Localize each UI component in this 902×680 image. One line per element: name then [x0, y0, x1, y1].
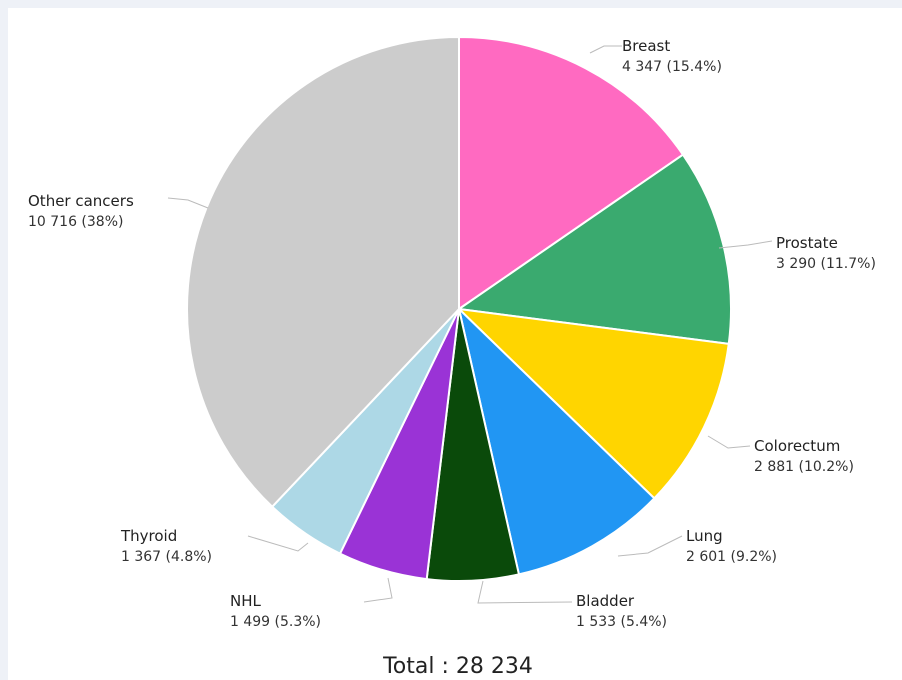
slice-value-thyroid: 1 367 (4.8%) — [121, 549, 212, 565]
slice-label-nhl: NHL — [230, 592, 262, 610]
leader-line-breast — [589, 45, 622, 54]
slice-label-lung: Lung — [686, 527, 723, 545]
leader-line-lung — [617, 535, 683, 557]
leader-line-thyroid — [247, 535, 309, 552]
leader-line-prostate — [718, 240, 773, 249]
slice-value-lung: 2 601 (9.2%) — [686, 549, 777, 565]
pie-slice-prostate — [456, 153, 732, 346]
slice-label-breast: Breast — [622, 37, 670, 55]
slice-value-other-cancers: 10 716 (38%) — [28, 214, 123, 230]
leader-line-other-cancers — [167, 197, 209, 209]
chart-card: Breast 4 347 (15.4%) Prostate 3 290 (11.7%)… — [8, 8, 902, 680]
slice-label-prostate: Prostate — [776, 234, 838, 252]
leader-line-nhl — [363, 577, 393, 603]
total-label: Total : 28 234 — [382, 654, 533, 679]
slice-value-nhl: 1 499 (5.3%) — [230, 614, 321, 630]
slice-value-colorectum: 2 881 (10.2%) — [754, 459, 854, 475]
slice-label-bladder: Bladder — [576, 592, 635, 610]
slice-value-bladder: 1 533 (5.4%) — [576, 614, 667, 630]
slice-value-breast: 4 347 (15.4%) — [622, 59, 722, 75]
leader-line-bladder — [477, 580, 573, 604]
slice-label-other-cancers: Other cancers — [28, 192, 134, 210]
pie-slice-colorectum — [456, 307, 730, 500]
leader-line-colorectum — [707, 435, 751, 449]
slice-label-colorectum: Colorectum — [754, 437, 840, 455]
pie-slice-breast — [458, 35, 685, 311]
slice-value-prostate: 3 290 (11.7%) — [776, 256, 876, 272]
pie-chart: Breast 4 347 (15.4%) Prostate 3 290 (11.7%)… — [28, 35, 876, 679]
pie-slice-other-cancers — [186, 35, 460, 509]
pie-slice-lung — [457, 305, 656, 576]
slice-label-thyroid: Thyroid — [120, 527, 177, 545]
